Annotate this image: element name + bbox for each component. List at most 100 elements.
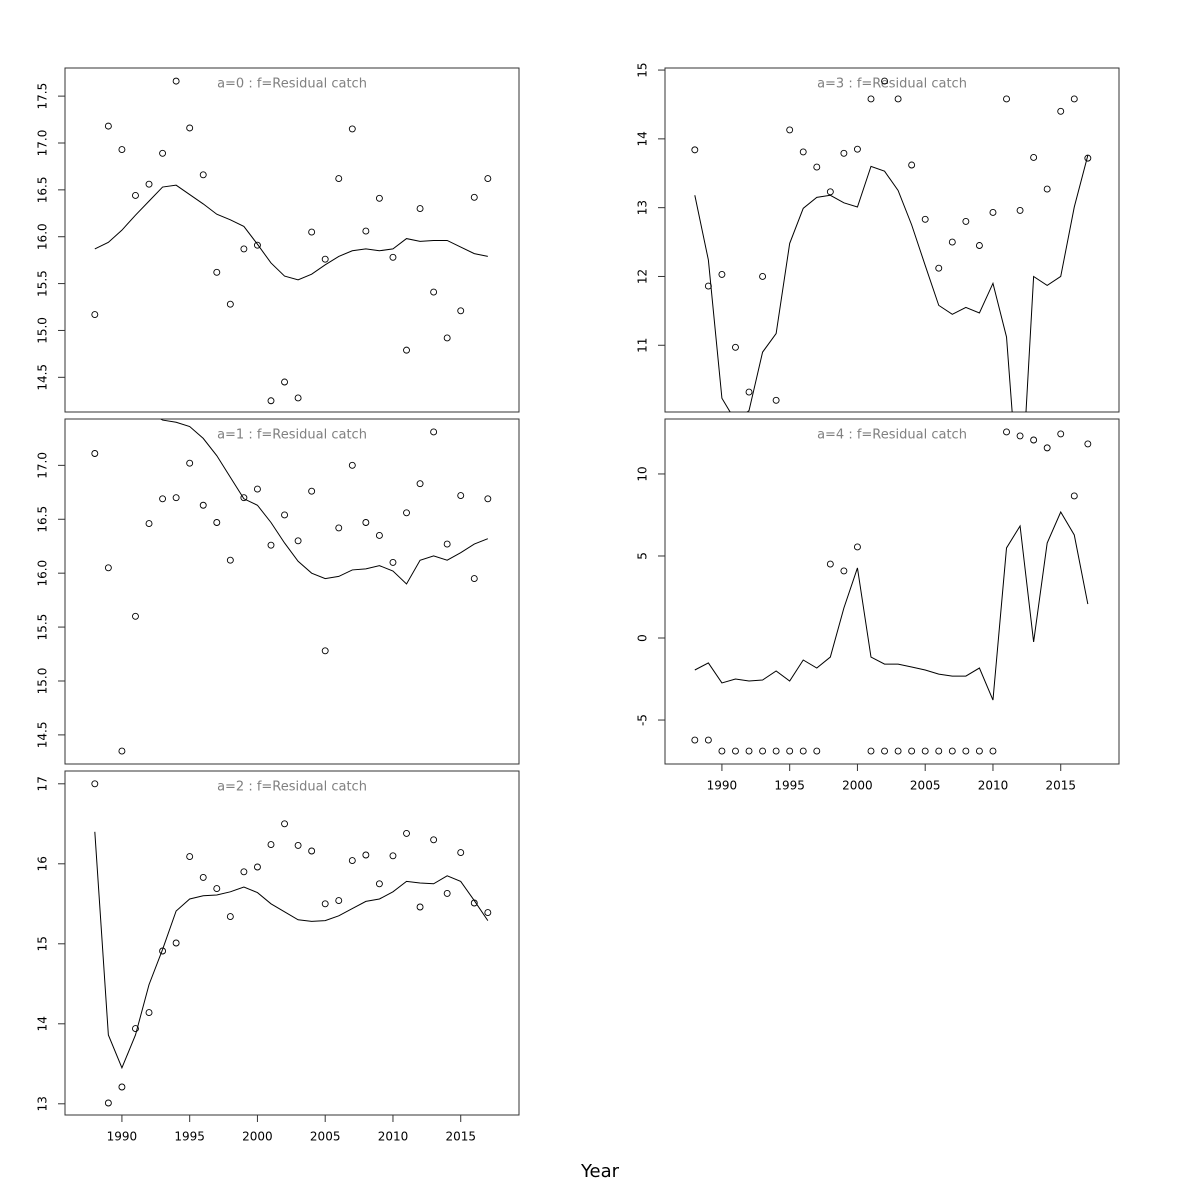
data-point [132,192,139,199]
data-point [118,1083,126,1091]
y-tick-label: 15 [636,62,650,77]
data-point [881,747,888,755]
y-tick-label: 16.5 [36,506,50,533]
data-point [1070,492,1078,500]
data-point [1003,95,1010,103]
data-point [718,747,726,755]
y-tick-label: 16.0 [36,560,50,587]
data-point [745,388,753,396]
data-point [104,564,112,572]
data-point [321,900,329,908]
data-point [159,495,167,503]
data-point [186,459,194,467]
data-point [267,841,275,849]
data-point [213,519,221,526]
data-point [348,461,356,469]
data-point [253,485,261,493]
data-point [732,747,739,755]
data-point [457,307,465,315]
y-tick-label: 14.5 [36,364,50,391]
data-point [118,146,126,153]
data-point [470,575,478,583]
data-point [118,747,126,755]
y-tick-label: 16.0 [36,223,50,250]
data-point [745,747,753,755]
y-tick-label: 10 [636,466,650,481]
data-point [172,494,180,502]
data-point [226,913,234,921]
panel: a=4 : f=Residual catch -5 0 5 10 1990 1995 2000… [636,418,1120,793]
data-point [989,209,997,216]
y-tick-label: 13 [636,200,650,215]
data-point [759,747,767,755]
data-point [1057,430,1065,438]
data-point [294,841,302,849]
x-tick-label: 2005 [310,1130,341,1144]
y-tick-label: 15.5 [36,614,50,641]
data-point [240,868,248,876]
data-point [962,217,970,225]
data-point [948,238,956,246]
data-point [1043,185,1051,193]
data-point [416,205,424,213]
x-tick-label: 2005 [910,779,941,793]
data-point [470,193,478,201]
data-point [813,163,821,171]
data-point [375,531,383,539]
y-tick-label: 17 [36,776,50,791]
y-tick-label: 15.5 [36,270,50,297]
plot-area [691,428,1092,755]
data-point [1030,436,1038,444]
data-point [213,268,221,276]
panel-title: a=0 : f=Residual catch [217,77,367,92]
data-point [935,264,943,272]
panel: a=0 : f=Residual catch 14.5 15.0 15.5 16.0 16… [36,67,520,413]
data-point [308,487,316,495]
data-point [921,215,929,223]
data-point [799,747,807,755]
data-point [691,736,699,744]
data-point [908,747,916,755]
data-point [1057,107,1065,115]
data-point [1003,428,1010,436]
data-point [853,145,861,153]
data-point [1070,95,1078,103]
x-tick-label: 1995 [174,1130,205,1144]
data-point [91,450,99,457]
data-point [145,520,153,528]
fit-line [159,419,489,585]
data-point [362,851,370,859]
data-point [199,873,207,881]
panel-title: a=2 : f=Residual catch [217,780,367,795]
data-point [253,241,261,249]
data-point [416,480,424,488]
data-point [908,161,916,169]
data-point [772,396,780,404]
fit-line [94,831,489,1070]
y-tick-label: 16 [36,856,50,871]
data-point [308,228,316,236]
data-point [294,537,302,545]
y-tick-label: 0 [636,634,650,642]
data-point [826,188,834,196]
plot-frame [64,418,520,765]
y-tick-label: 11 [636,338,650,353]
data-point [484,495,492,503]
plot-area [91,419,492,755]
y-tick-label: 13 [36,1096,50,1111]
y-tick-label: 15 [36,936,50,951]
data-point [389,253,397,261]
data-point [457,849,465,857]
x-tick-label: 2000 [842,779,873,793]
data-point [348,857,356,865]
data-point [132,612,139,620]
data-point [403,829,410,837]
y-tick-label: -5 [636,714,650,726]
data-point [199,171,207,179]
x-tick-label: 1990 [107,1130,138,1144]
data-point [1016,432,1024,440]
plot-area [91,780,492,1107]
data-point [962,747,970,755]
y-tick-label: 14 [36,1016,50,1031]
